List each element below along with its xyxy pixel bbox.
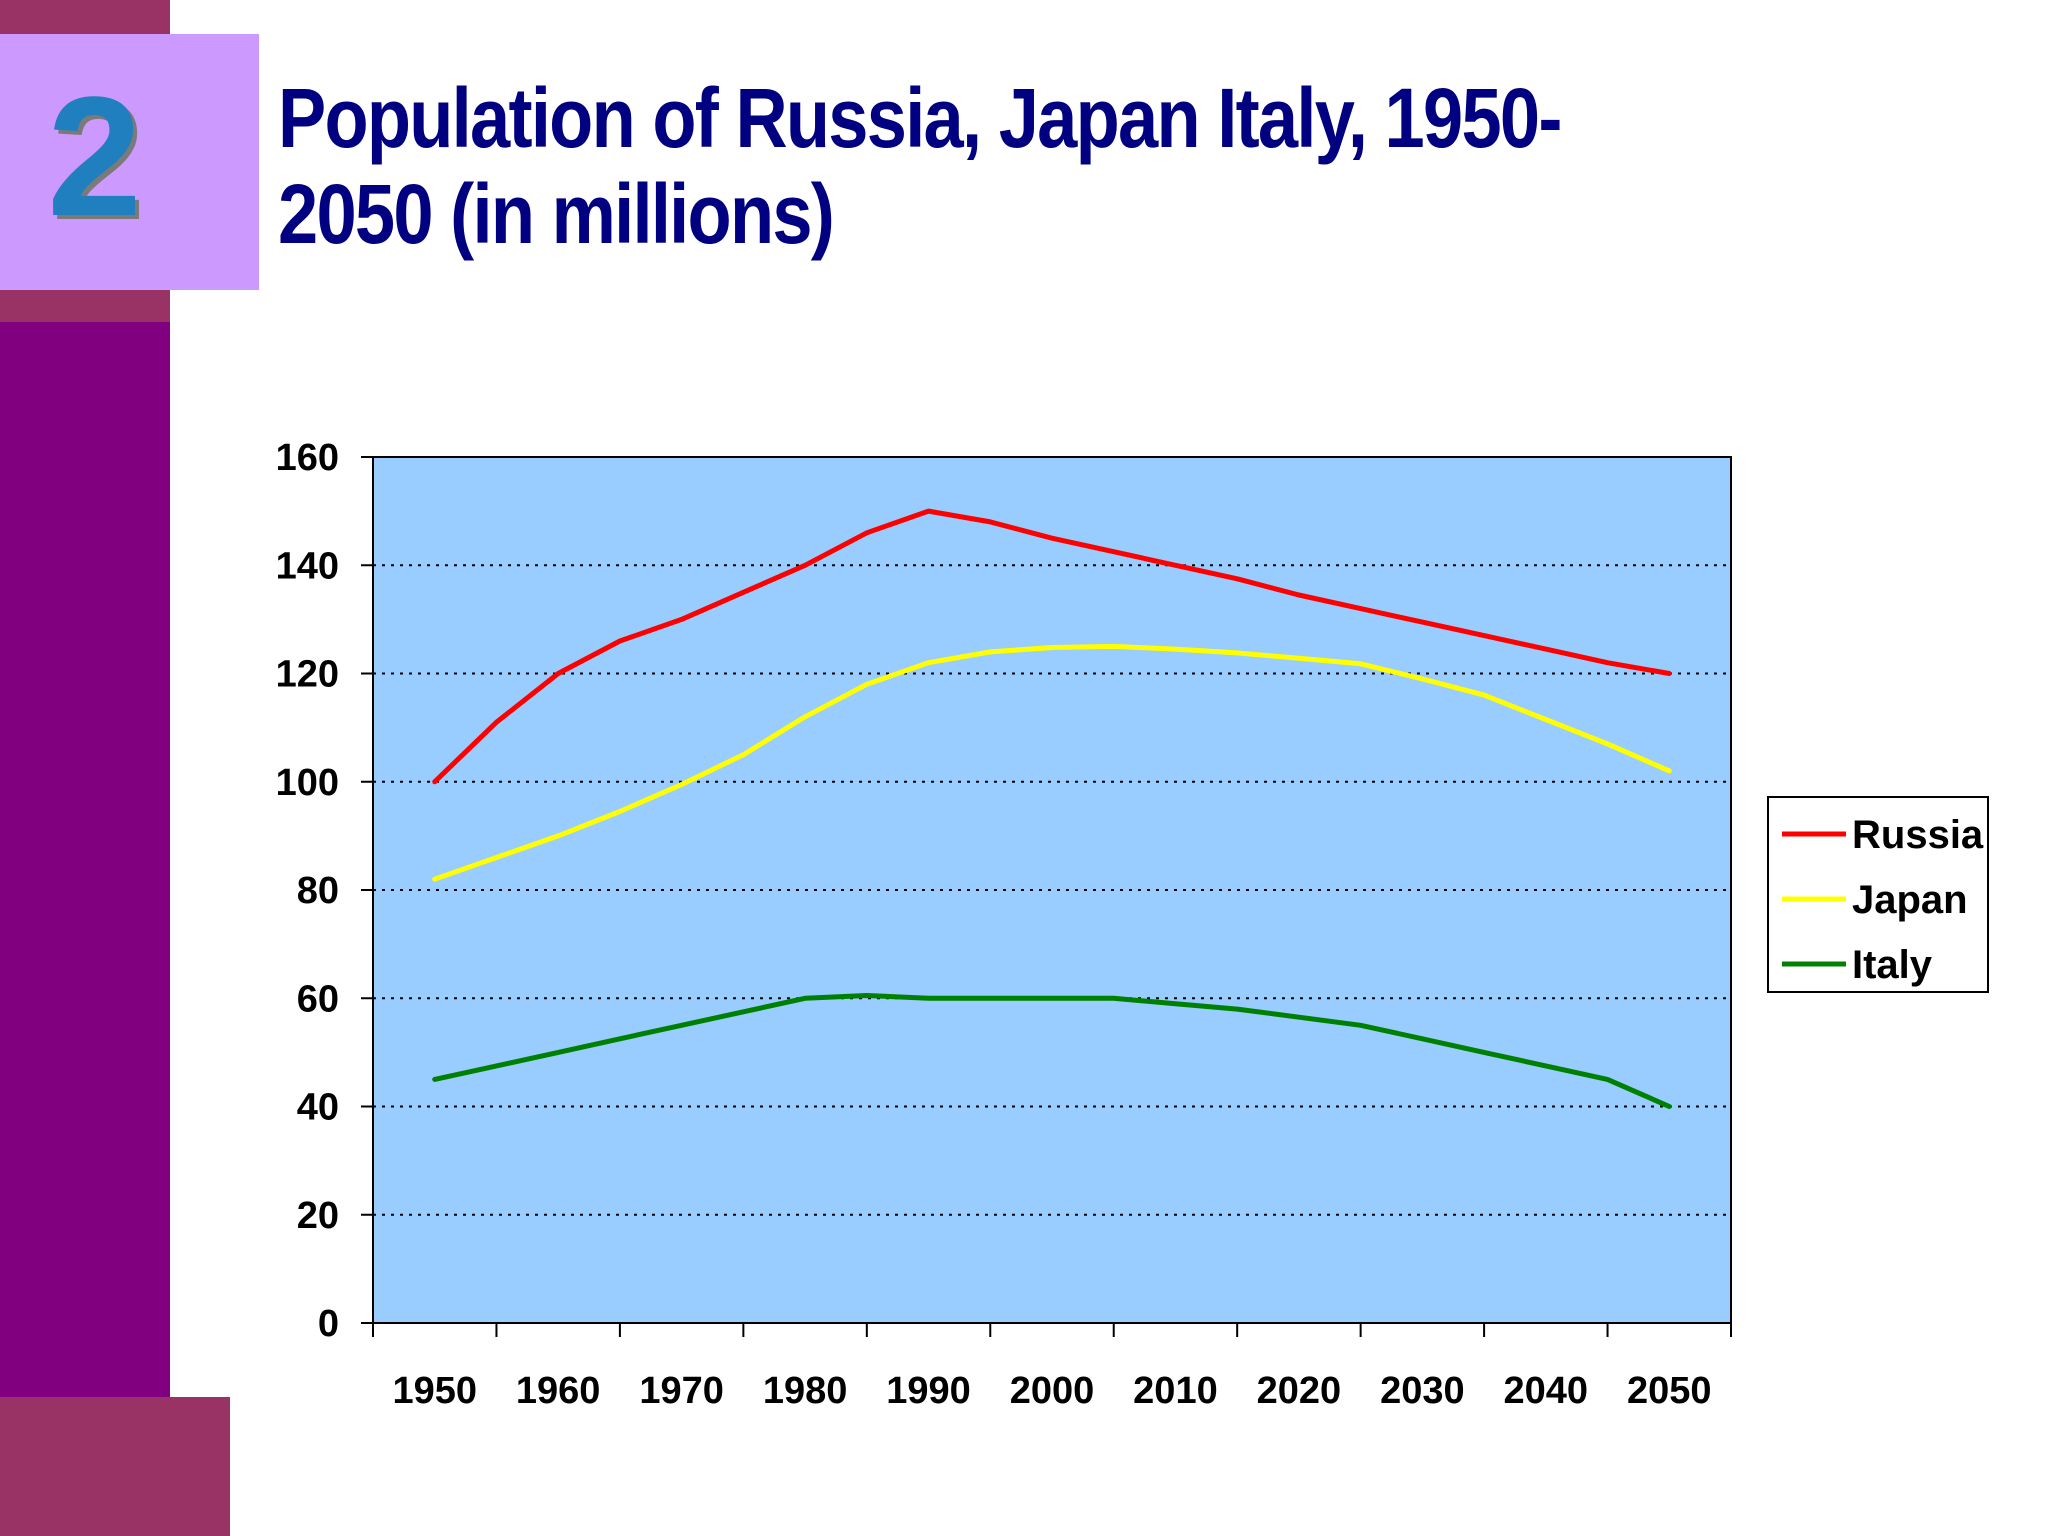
- left-sidebar-bottom-accent: [0, 1397, 230, 1536]
- legend-label-italy: Italy: [1852, 943, 1933, 987]
- x-tick-label: 1960: [516, 1370, 601, 1412]
- slide-number: 2: [47, 62, 142, 252]
- y-tick-label: 0: [318, 1303, 339, 1345]
- y-tick-label: 140: [276, 545, 339, 587]
- legend-box: [1767, 796, 1989, 993]
- x-tick-label: 2040: [1504, 1370, 1589, 1412]
- y-tick-label: 100: [276, 762, 339, 804]
- y-tick-label: 160: [276, 437, 339, 479]
- x-tick-label: 1970: [639, 1370, 724, 1412]
- x-tick-label: 1950: [392, 1370, 477, 1412]
- x-tick-label: 2050: [1627, 1370, 1712, 1412]
- y-tick-label: 40: [297, 1087, 339, 1129]
- left-sidebar-top-accent: [0, 0, 170, 34]
- series-line-japan: [432, 643, 1672, 882]
- legend-label-russia: Russia: [1852, 813, 1984, 857]
- x-tick-label: 2010: [1133, 1370, 1218, 1412]
- y-tick-label: 120: [276, 654, 339, 696]
- x-tick-label: 1990: [886, 1370, 971, 1412]
- y-tick-label: 80: [297, 870, 339, 912]
- slide-number-badge: 2: [0, 34, 259, 290]
- x-tick-label: 2000: [1010, 1370, 1095, 1412]
- series-line-italy: [432, 993, 1672, 1109]
- legend-label-japan: Japan: [1852, 878, 1968, 922]
- left-sidebar-mid-accent: [0, 290, 170, 322]
- y-tick-label: 60: [297, 978, 339, 1020]
- series-line-russia: [432, 508, 1672, 785]
- x-tick-label: 2020: [1257, 1370, 1342, 1412]
- slide-title: Population of Russia, Japan Italy, 1950-…: [278, 71, 1562, 261]
- y-tick-label: 20: [297, 1195, 339, 1237]
- x-tick-label: 1980: [763, 1370, 848, 1412]
- x-tick-label: 2030: [1380, 1370, 1465, 1412]
